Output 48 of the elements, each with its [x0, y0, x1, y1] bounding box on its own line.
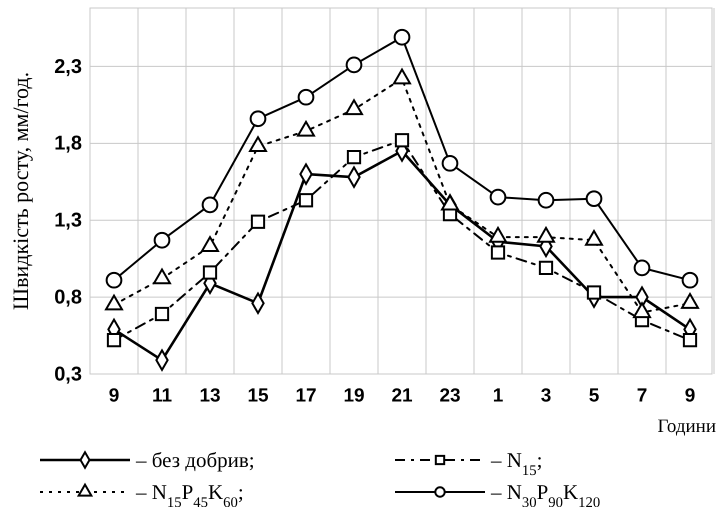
- y-tick-label: 0,8: [54, 286, 82, 309]
- point: [490, 188, 506, 206]
- legend-label: – N$_{15}$P$_{45}$K$_{60}$;: [135, 480, 244, 507]
- x-tick-label: 19: [343, 385, 365, 406]
- point: [346, 150, 362, 164]
- y-tick-label: 2,3: [54, 56, 82, 78]
- y-tick-label: 0,3: [54, 363, 82, 386]
- point: [634, 260, 650, 276]
- y-axis-title: Швидкість росту, мм/год.: [8, 72, 33, 310]
- x-tick-label: 23: [439, 385, 461, 406]
- legend-label: – N$_{15}$;: [490, 448, 542, 479]
- x-tick-label: 21: [391, 385, 413, 406]
- point: [682, 272, 698, 289]
- point: [154, 306, 170, 322]
- point: [106, 272, 122, 289]
- point: [586, 190, 602, 208]
- point: [250, 214, 266, 229]
- point: [394, 133, 410, 148]
- point: [586, 285, 602, 300]
- point: [202, 265, 218, 280]
- y-tick-label: 1,8: [54, 132, 82, 155]
- x-tick-label: 3: [540, 385, 552, 406]
- x-tick-label: 7: [636, 385, 648, 406]
- legend-label: – без добрив;: [135, 448, 255, 472]
- point: [394, 28, 410, 46]
- x-tick-label: 13: [199, 385, 221, 406]
- y-tick-label: 1,3: [54, 210, 82, 232]
- legend-label: – N$_{30}$P$_{90}$K$_{120}$: [490, 480, 600, 507]
- point: [250, 110, 266, 128]
- x-tick-label: 5: [588, 385, 600, 406]
- point: [298, 88, 314, 106]
- point: [346, 56, 362, 74]
- point: [490, 245, 506, 260]
- point: [682, 333, 698, 348]
- x-tick-label: 17: [295, 385, 317, 406]
- x-tick-label: 9: [108, 385, 120, 406]
- x-tick-label: 1: [492, 385, 504, 406]
- point: [202, 196, 218, 214]
- point: [538, 192, 554, 209]
- point: [154, 232, 170, 249]
- point: [298, 193, 314, 208]
- point: [442, 154, 458, 172]
- x-tick-label: 9: [684, 385, 696, 406]
- x-tick-label: 11: [152, 385, 172, 406]
- point: [106, 333, 122, 348]
- point: [538, 260, 554, 276]
- x-axis-title: Години: [658, 416, 716, 437]
- x-tick-label: 15: [247, 385, 269, 406]
